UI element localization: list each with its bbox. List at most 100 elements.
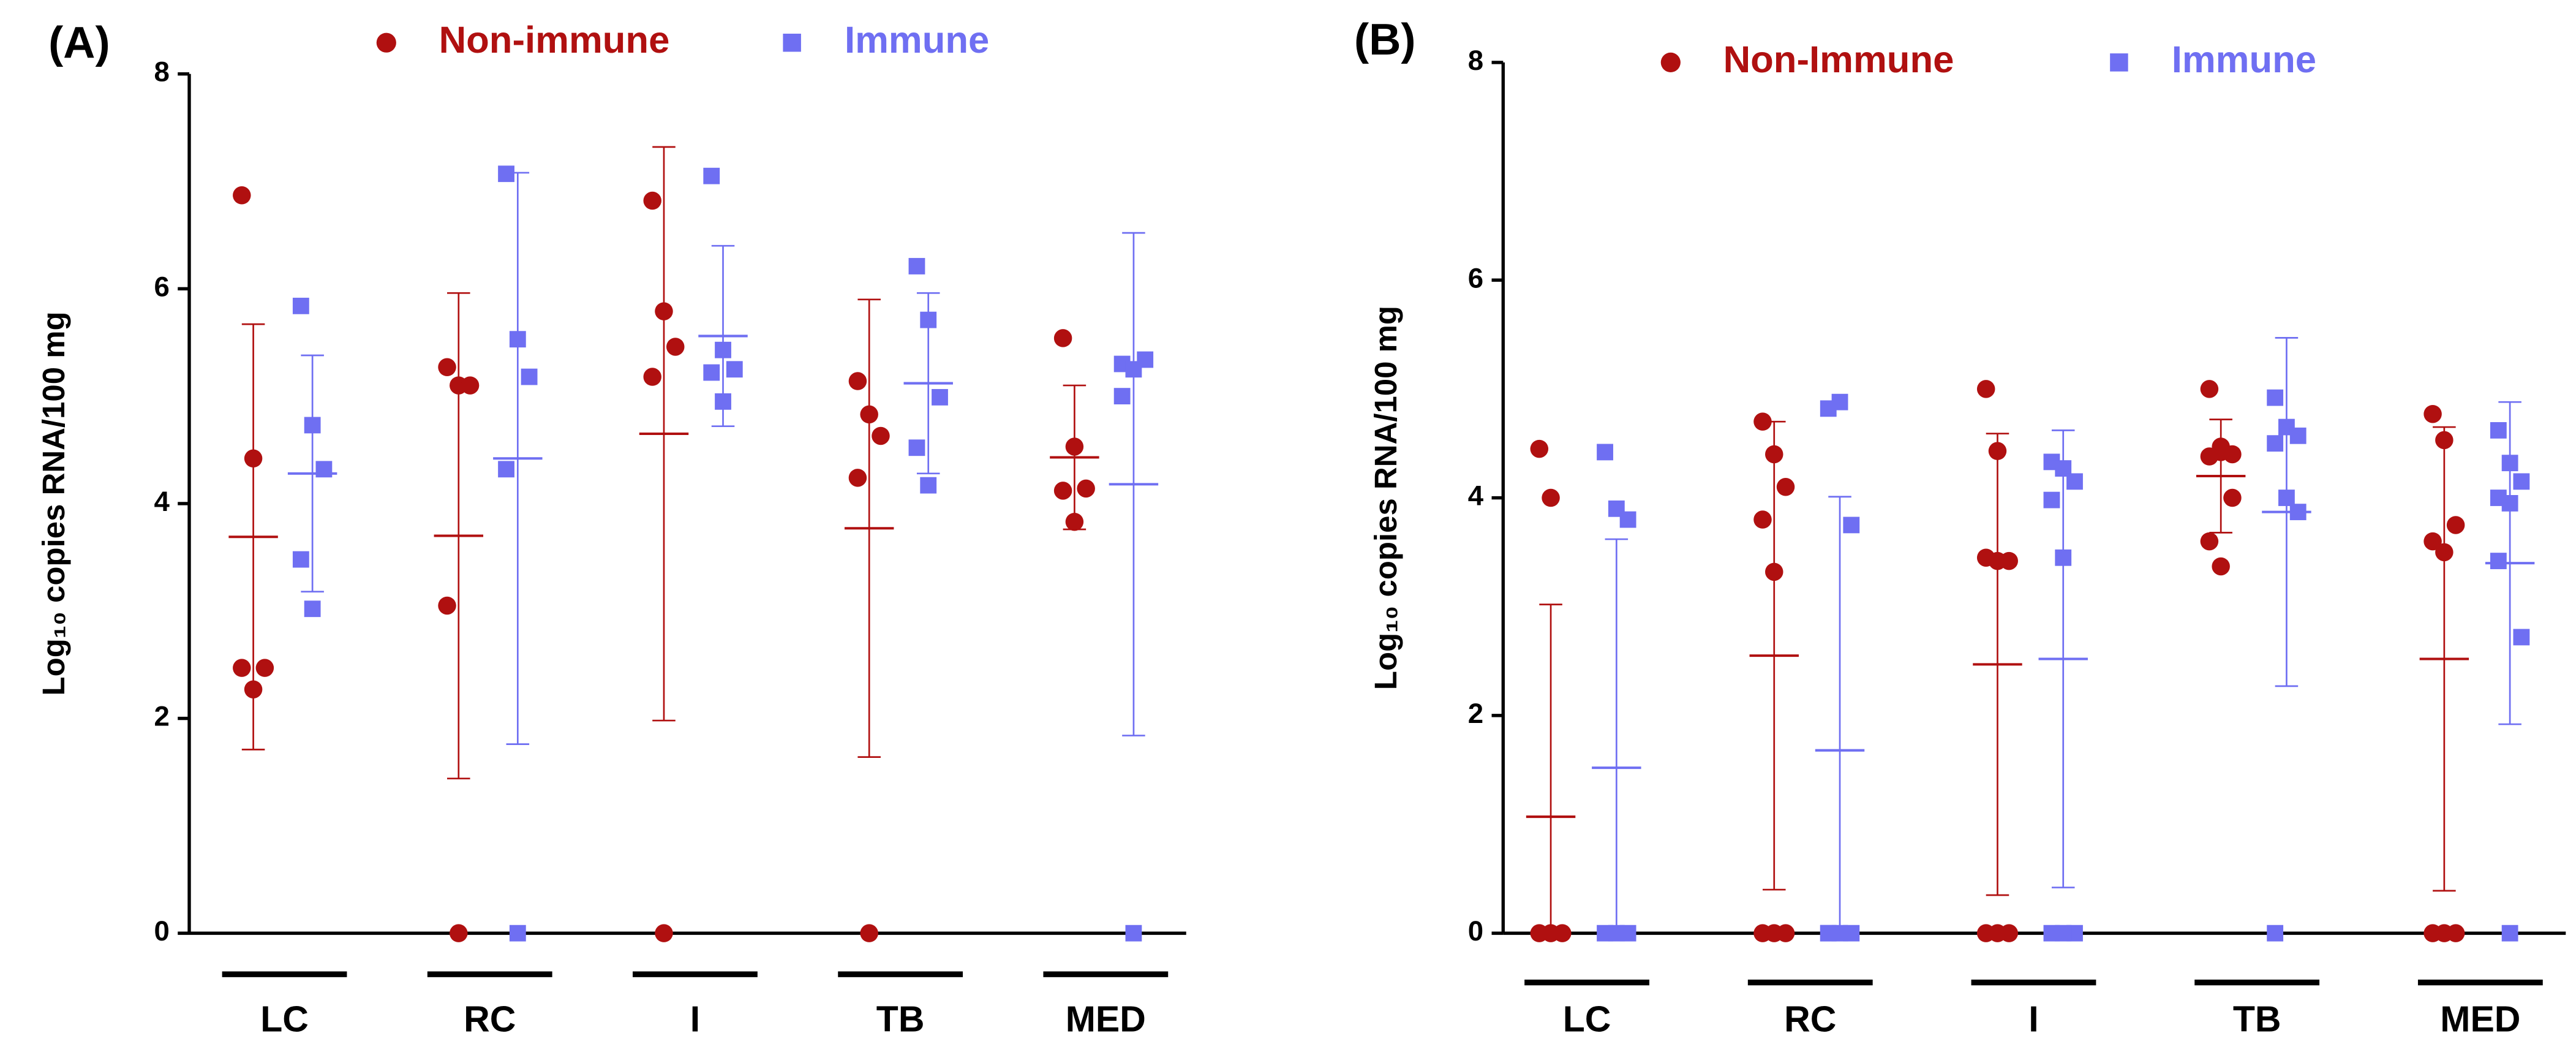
data-point — [703, 364, 720, 381]
x-tick-label: LC — [1563, 999, 1611, 1040]
data-point — [726, 361, 743, 378]
data-point — [703, 167, 720, 184]
y-axis-label: Log₁₀ copies RNA/100 mg — [1368, 306, 1403, 690]
legend-marker — [783, 33, 801, 52]
data-point — [233, 659, 251, 677]
data-point — [1113, 388, 1131, 405]
x-tick-label: RC — [1784, 999, 1836, 1040]
data-point — [1843, 925, 1860, 942]
panel-label: (A) — [48, 18, 110, 67]
legend-label: Non-immune — [439, 19, 670, 61]
y-tick-label: 4 — [1468, 480, 1484, 512]
data-point — [2435, 924, 2454, 942]
data-point — [2055, 925, 2072, 942]
legend-marker — [2110, 53, 2128, 72]
data-point — [438, 358, 456, 377]
data-point — [872, 426, 890, 445]
data-point — [233, 186, 251, 205]
data-point — [2423, 532, 2442, 551]
y-tick-label: 0 — [154, 915, 169, 947]
data-point — [1597, 444, 1613, 461]
panel-label: (B) — [1354, 15, 1416, 64]
data-point — [908, 439, 925, 456]
x-tick-label: RC — [464, 999, 516, 1040]
y-tick-label: 0 — [1468, 915, 1483, 947]
x-tick-label: I — [690, 999, 700, 1040]
data-point — [715, 341, 731, 358]
data-point — [1065, 437, 1084, 456]
data-point — [2490, 422, 2507, 439]
data-point — [848, 469, 867, 487]
data-point — [2267, 435, 2284, 452]
data-point — [2513, 473, 2530, 490]
data-point — [860, 924, 878, 942]
legend-marker — [376, 32, 396, 53]
data-point — [2423, 404, 2442, 423]
x-tick-label: TB — [876, 999, 925, 1040]
data-point — [1053, 329, 1072, 347]
data-point — [2289, 504, 2307, 521]
data-point — [655, 302, 673, 320]
data-point — [1619, 511, 1636, 528]
data-point — [1765, 924, 1783, 942]
data-point — [255, 659, 274, 677]
legend-label: Immune — [2172, 39, 2316, 81]
data-point — [1053, 482, 1072, 500]
data-point — [1065, 512, 1084, 531]
data-point — [304, 417, 321, 434]
data-point — [2490, 553, 2507, 569]
data-point — [2501, 495, 2518, 512]
data-point — [304, 600, 321, 618]
data-point — [1619, 925, 1636, 942]
data-point — [1753, 412, 1772, 431]
data-point — [1776, 478, 1795, 496]
data-point — [1988, 551, 2007, 570]
data-point — [920, 477, 937, 494]
data-point — [643, 368, 661, 386]
data-point — [509, 331, 526, 348]
data-point — [2212, 557, 2230, 576]
data-point — [1530, 439, 1549, 458]
y-tick-label: 8 — [1468, 45, 1483, 76]
data-point — [1988, 924, 2007, 942]
data-point — [2212, 443, 2230, 461]
data-point — [244, 449, 263, 468]
x-tick-label: MED — [1066, 999, 1146, 1040]
legend-label: Immune — [845, 19, 989, 61]
data-point — [498, 461, 514, 478]
data-point — [1988, 442, 2007, 460]
y-tick-label: 6 — [154, 271, 169, 302]
y-axis-label: Log₁₀ copies RNA/100 mg — [36, 311, 71, 695]
data-point — [1753, 510, 1772, 529]
data-point — [1137, 351, 1154, 368]
data-point — [1820, 925, 1837, 942]
data-point — [509, 925, 526, 942]
data-point — [2435, 431, 2454, 450]
x-tick-label: I — [2028, 999, 2038, 1040]
data-point — [292, 297, 309, 314]
data-point — [2223, 488, 2242, 507]
data-point — [2055, 549, 2072, 566]
data-point — [2513, 629, 2530, 646]
data-point — [2446, 516, 2465, 534]
data-point — [715, 393, 731, 410]
legend-label: Non-Immune — [1723, 39, 1954, 81]
x-tick-label: LC — [260, 999, 309, 1040]
data-point — [2501, 925, 2518, 942]
y-tick-label: 2 — [1468, 698, 1483, 729]
data-point — [666, 338, 685, 356]
data-point — [1125, 925, 1142, 942]
data-point — [2267, 925, 2284, 942]
data-point — [920, 311, 937, 328]
data-point — [1843, 516, 1860, 534]
x-tick-label: TB — [2233, 999, 2281, 1040]
data-point — [2278, 490, 2295, 506]
data-point — [643, 191, 661, 210]
data-point — [1542, 924, 1560, 942]
data-point — [848, 372, 867, 390]
data-point — [2066, 473, 2083, 490]
data-point — [908, 258, 925, 274]
data-point — [860, 405, 878, 424]
data-point — [1542, 488, 1560, 507]
